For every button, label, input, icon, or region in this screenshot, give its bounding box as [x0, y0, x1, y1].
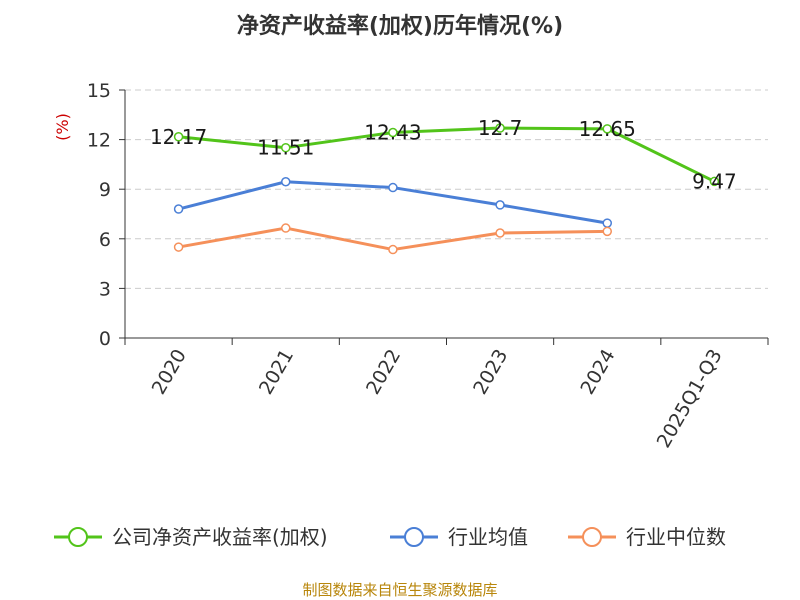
x-tick-label: 2025Q1-Q3 [653, 346, 727, 452]
y-tick-label: 6 [99, 229, 111, 251]
data-point [495, 123, 505, 133]
data-point [281, 223, 291, 233]
data-point [495, 200, 505, 210]
source-note: 制图数据来自恒生聚源数据库 [302, 581, 497, 599]
y-axis-unit-label: (%) [53, 113, 72, 141]
grid-lines [125, 89, 768, 289]
legend-label: 公司净资产收益率(加权) [112, 525, 328, 549]
x-tick-label: 2021 [255, 346, 298, 399]
data-label: 11.51 [257, 136, 314, 160]
y-tick-label: 15 [87, 80, 111, 102]
data-point [602, 124, 612, 134]
x-tick-label: 2023 [469, 346, 512, 399]
data-label: 12.17 [150, 125, 207, 149]
data-point [173, 204, 184, 214]
x-tick-label: 2024 [576, 346, 619, 399]
legend: 公司净资产收益率(加权) 行业均值 行业中位数 [54, 525, 726, 549]
series-line [178, 126, 716, 183]
y-tick-label: 9 [99, 179, 111, 201]
data-point [602, 226, 612, 237]
legend-marker [582, 527, 602, 547]
x-tick-label: 2020 [148, 346, 191, 399]
data-point [388, 127, 398, 138]
y-tick-label: 0 [99, 328, 111, 350]
data-label: 12.65 [579, 117, 636, 141]
y-tick-label: 3 [99, 278, 111, 300]
legend-marker [68, 527, 88, 547]
data-label: 12.7 [478, 116, 523, 140]
data-point [388, 244, 398, 255]
data-point [602, 218, 612, 228]
series [173, 123, 720, 255]
legend-label: 行业中位数 [626, 525, 726, 549]
data-point [173, 242, 184, 252]
data-point [173, 132, 184, 142]
data-point [281, 142, 291, 153]
data-label: 9.47 [692, 169, 737, 193]
legend-label: 行业均值 [448, 525, 528, 549]
chart-title: 净资产收益率(加权)历年情况(%) [237, 13, 563, 39]
y-tick-label: 12 [87, 130, 111, 152]
data-label: 12.43 [364, 120, 421, 144]
data-point [709, 176, 720, 187]
data-point [495, 228, 505, 238]
legend-marker [404, 527, 424, 547]
data-point [388, 182, 398, 193]
data-labels: 12.17 11.51 12.43 12.7 12.65 9.47 [150, 116, 737, 193]
data-point [281, 177, 291, 187]
x-tick-label: 2022 [362, 346, 405, 399]
